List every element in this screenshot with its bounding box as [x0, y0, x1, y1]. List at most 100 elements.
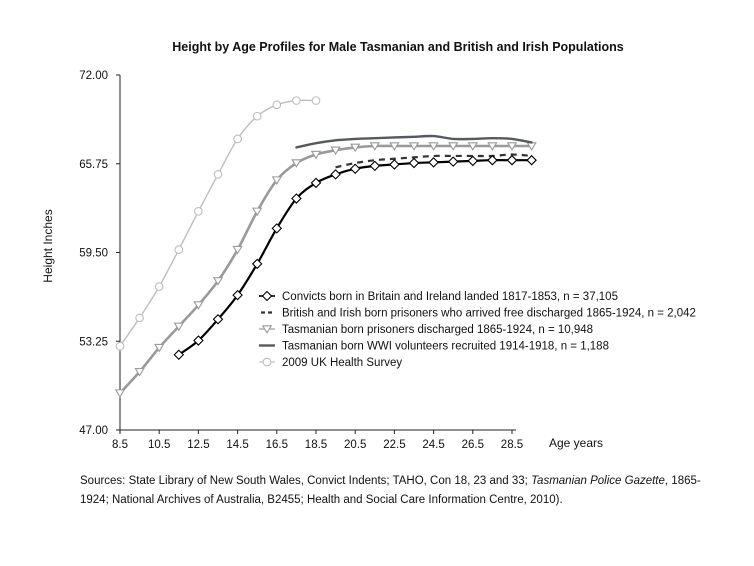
data-point-tasmanian-prisoners-1865-1924 [154, 343, 165, 353]
x-tick-label: 26.5 [462, 439, 484, 451]
legend-entry-tasmanian-prisoners-1865-1924: Tasmanian born prisoners discharged 1865… [259, 324, 593, 336]
legend-label: 2009 UK Health Survey [282, 357, 402, 369]
x-tick-label: 18.5 [305, 439, 327, 451]
y-axis-label: Height Inches [41, 209, 55, 282]
data-point-uk-health-survey-2009 [311, 96, 321, 105]
source-note-italic: Tasmanian Police Gazette [531, 475, 665, 487]
data-point-uk-health-survey-2009 [213, 170, 223, 179]
data-point-tasmanian-prisoners-1865-1924 [448, 142, 459, 151]
legend: Convicts born in Britain and Ireland lan… [259, 290, 696, 369]
data-point-convicts-1817-1853 [526, 154, 537, 166]
data-point-tasmanian-prisoners-1865-1924 [114, 389, 126, 398]
series-tasmanian-wwi-volunteers [295, 134, 533, 149]
data-point-convicts-1817-1853 [349, 163, 361, 174]
x-tick-label: 24.5 [422, 439, 444, 451]
legend-swatch-marker [261, 325, 273, 334]
data-point-convicts-1817-1853 [408, 157, 420, 169]
data-point-convicts-1817-1853 [428, 157, 439, 168]
data-point-tasmanian-prisoners-1865-1924 [291, 159, 302, 168]
series-layer [114, 96, 537, 398]
data-point-tasmanian-prisoners-1865-1924 [134, 368, 145, 377]
data-point-convicts-1817-1853 [193, 335, 204, 346]
y-tick-label: 65.75 [79, 159, 108, 171]
x-tick-label: 12.5 [187, 439, 209, 451]
data-point-tasmanian-prisoners-1865-1924 [487, 142, 498, 151]
data-point-tasmanian-prisoners-1865-1924 [212, 277, 224, 286]
data-point-tasmanian-prisoners-1865-1924 [193, 301, 204, 310]
data-point-convicts-1817-1853 [369, 160, 381, 172]
legend-entry-convicts-1817-1853: Convicts born in Britain and Ireland lan… [259, 290, 618, 303]
x-tick-label: 10.5 [148, 439, 170, 451]
legend-label: Tasmanian born WWI volunteers recruited … [282, 341, 609, 353]
data-point-tasmanian-prisoners-1865-1924 [408, 142, 420, 151]
data-point-convicts-1817-1853 [212, 313, 224, 325]
series-uk-health-survey-2009 [115, 96, 321, 351]
legend-entry-tasmanian-wwi-volunteers: Tasmanian born WWI volunteers recruited … [259, 341, 609, 353]
x-axis-ticks: 8.5 10.5 12.5 14.5 16.5 18.5 20.5 22.5 24.5 26.5 2… [112, 430, 523, 451]
data-point-uk-health-survey-2009 [292, 96, 301, 105]
series-british-irish-free-1865-1924 [335, 153, 532, 169]
x-tick-label: 22.5 [383, 439, 405, 451]
data-point-convicts-1817-1853 [232, 289, 243, 301]
data-point-convicts-1817-1853 [251, 258, 263, 270]
legend-swatch-marker [261, 290, 273, 302]
series-line-tasmanian-prisoners-1865-1924 [118, 144, 533, 395]
source-note-part2: , 1865-1924; National Archives of Austra… [80, 475, 701, 506]
legend-label: Convicts born in Britain and Ireland lan… [282, 291, 618, 303]
x-tick-label: 20.5 [344, 439, 366, 451]
data-point-uk-health-survey-2009 [194, 206, 203, 216]
data-point-convicts-1817-1853 [389, 159, 400, 170]
data-point-tasmanian-prisoners-1865-1924 [232, 245, 243, 255]
data-point-convicts-1817-1853 [467, 155, 479, 167]
data-point-convicts-1817-1853 [447, 156, 459, 167]
y-tick-label: 47.00 [79, 425, 108, 437]
x-axis-label: Age years [549, 436, 603, 450]
data-point-uk-health-survey-2009 [154, 282, 164, 291]
y-axis-ticks: 47.00 53.25 59.50 65.75 72.00 [79, 70, 120, 437]
y-tick-label: 53.25 [79, 336, 108, 348]
data-point-tasmanian-prisoners-1865-1924 [389, 142, 400, 151]
data-point-tasmanian-prisoners-1865-1924 [310, 150, 322, 160]
series-line-british-irish-free-1865-1924 [335, 153, 532, 169]
data-point-tasmanian-prisoners-1865-1924 [330, 146, 341, 156]
source-note: Sources: State Library of New South Wale… [80, 472, 720, 510]
data-point-convicts-1817-1853 [487, 154, 498, 166]
x-tick-label: 16.5 [266, 439, 288, 451]
data-point-tasmanian-prisoners-1865-1924 [271, 176, 282, 185]
series-tasmanian-prisoners-1865-1924 [114, 142, 537, 398]
x-tick-label: 28.5 [501, 439, 523, 451]
data-point-tasmanian-prisoners-1865-1924 [350, 143, 361, 153]
legend-entry-british-irish-free-1865-1924: British and Irish born prisoners who arr… [261, 308, 696, 320]
y-tick-label: 72.00 [79, 70, 108, 82]
data-point-convicts-1817-1853 [271, 223, 283, 234]
legend-swatch-marker [262, 357, 272, 367]
data-point-tasmanian-prisoners-1865-1924 [506, 142, 518, 151]
x-tick-label: 14.5 [226, 439, 248, 451]
data-point-uk-health-survey-2009 [233, 134, 242, 144]
series-convicts-1817-1853 [173, 154, 537, 361]
data-point-uk-health-survey-2009 [135, 313, 144, 323]
data-point-convicts-1817-1853 [173, 349, 185, 361]
legend-label: Tasmanian born prisoners discharged 1865… [282, 324, 593, 336]
data-point-uk-health-survey-2009 [252, 111, 262, 121]
data-point-convicts-1817-1853 [291, 193, 302, 204]
data-point-uk-health-survey-2009 [272, 100, 282, 110]
legend-label: British and Irish born prisoners who arr… [282, 308, 696, 320]
chart-title: Height by Age Profiles for Male Tasmania… [172, 40, 624, 54]
data-point-tasmanian-prisoners-1865-1924 [252, 207, 263, 217]
data-point-convicts-1817-1853 [310, 177, 322, 189]
data-point-uk-health-survey-2009 [115, 341, 125, 351]
series-line-tasmanian-wwi-volunteers [295, 134, 533, 149]
data-point-tasmanian-prisoners-1865-1924 [428, 142, 439, 151]
y-tick-label: 59.50 [79, 248, 108, 260]
source-note-part1: Sources: State Library of New South Wale… [80, 475, 532, 487]
data-point-tasmanian-prisoners-1865-1924 [467, 142, 478, 151]
x-tick-label: 8.5 [112, 439, 128, 451]
data-point-convicts-1817-1853 [330, 169, 341, 180]
legend-entry-uk-health-survey-2009: 2009 UK Health Survey [259, 357, 402, 369]
data-point-uk-health-survey-2009 [174, 245, 184, 255]
data-point-tasmanian-prisoners-1865-1924 [369, 142, 380, 151]
data-point-tasmanian-prisoners-1865-1924 [173, 322, 184, 332]
data-point-convicts-1817-1853 [506, 154, 518, 166]
